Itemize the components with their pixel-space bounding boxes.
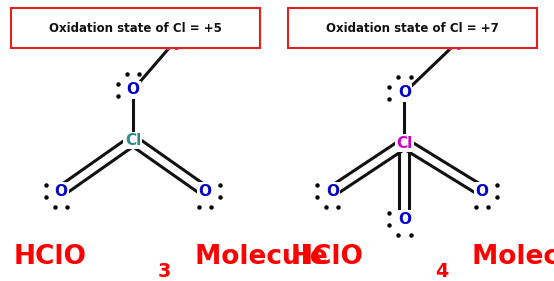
Text: O: O	[326, 183, 339, 199]
Text: O: O	[398, 85, 411, 100]
Text: 4: 4	[435, 262, 448, 281]
Text: Molecule: Molecule	[463, 244, 554, 270]
Text: O: O	[54, 183, 68, 199]
Text: Oxidation state of Cl = +5: Oxidation state of Cl = +5	[49, 22, 222, 35]
Text: HClO: HClO	[14, 244, 87, 270]
Text: H: H	[164, 36, 179, 54]
FancyBboxPatch shape	[11, 8, 260, 48]
Text: O: O	[475, 183, 489, 199]
Text: 3: 3	[158, 262, 171, 281]
Text: Molecule: Molecule	[186, 244, 327, 270]
Text: Oxidation state of Cl = +7: Oxidation state of Cl = +7	[326, 22, 499, 35]
Text: O: O	[198, 183, 212, 199]
Text: O: O	[126, 82, 140, 98]
Text: O: O	[398, 212, 411, 227]
FancyBboxPatch shape	[288, 8, 537, 48]
Text: Cl: Cl	[125, 133, 141, 148]
Text: HClO: HClO	[291, 244, 364, 270]
Text: Cl: Cl	[396, 136, 413, 151]
Text: H: H	[447, 36, 462, 54]
